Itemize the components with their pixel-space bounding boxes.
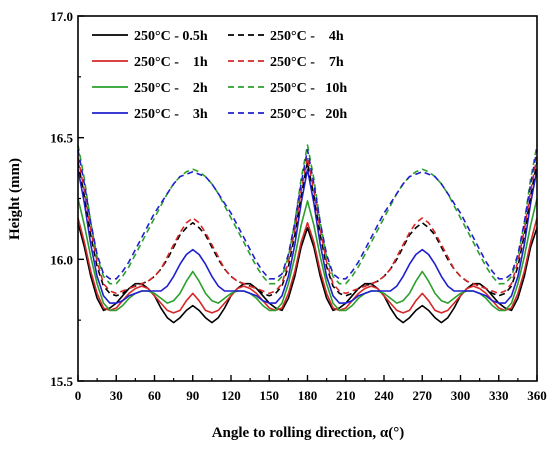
legend-label: 250°C - 3h	[134, 107, 208, 122]
x-tick-label: 90	[186, 388, 199, 403]
x-tick-label: 300	[451, 388, 471, 403]
y-tick-label: 15.5	[50, 374, 73, 389]
x-tick-label: 30	[110, 388, 123, 403]
series-line-0	[77, 222, 538, 324]
legend-label: 250°C - 2h	[134, 81, 208, 96]
legend-label: 250°C - 7h	[270, 55, 344, 70]
x-tick-label: 150	[260, 388, 280, 403]
x-tick-label: 0	[75, 388, 82, 403]
plot-lines	[77, 144, 538, 324]
series-line-7	[77, 149, 538, 280]
x-tick-label: 180	[298, 388, 318, 403]
series-line-3	[77, 168, 538, 304]
x-tick-label: 330	[489, 388, 509, 403]
x-axis-label: Angle to rolling direction, α(°)	[212, 425, 405, 441]
y-tick-label: 17.0	[50, 9, 73, 24]
series-line-1	[77, 217, 538, 314]
plot-frame	[77, 15, 538, 382]
x-tick-label: 240	[374, 388, 394, 403]
legend: 250°C - 0.5h 250°C - 4h 250°C - 1h 250°C - …	[92, 29, 347, 122]
legend-label: 250°C - 4h	[270, 29, 344, 44]
series-line-5	[77, 156, 538, 295]
series-line-2	[77, 198, 538, 312]
axis-ticks: 0 30 60 90 120 150 180 210 240 270 300 330 360 15.5 16…	[50, 9, 547, 403]
series-line-6	[77, 144, 538, 285]
legend-label: 250°C - 20h	[270, 107, 347, 122]
y-tick-label: 16.0	[50, 252, 73, 267]
x-tick-label: 60	[148, 388, 161, 403]
legend-label: 250°C - 0.5h	[134, 29, 208, 44]
y-axis-label: Height (mm)	[7, 158, 23, 240]
x-tick-label: 210	[336, 388, 356, 403]
x-tick-label: 270	[413, 388, 433, 403]
y-tick-label: 16.5	[50, 131, 73, 146]
x-tick-label: 360	[527, 388, 547, 403]
legend-label: 250°C - 1h	[134, 55, 208, 70]
x-tick-label: 120	[221, 388, 241, 403]
legend-label: 250°C - 10h	[270, 81, 347, 96]
